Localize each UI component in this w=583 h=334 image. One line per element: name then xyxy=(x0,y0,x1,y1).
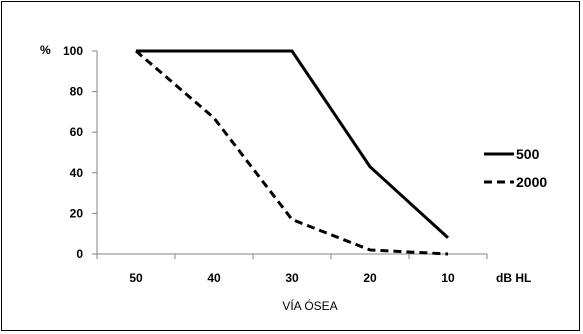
x-unit-label: dB HL xyxy=(496,271,531,285)
y-tick-label: 60 xyxy=(70,125,84,139)
y-unit-label: % xyxy=(40,43,51,57)
legend-label: 500 xyxy=(516,146,540,162)
legend: 500 2000 xyxy=(484,146,547,190)
plot-area xyxy=(135,49,450,256)
x-tick-label: 50 xyxy=(129,271,143,285)
y-tick-label: 100 xyxy=(63,44,83,58)
x-tick-label: 30 xyxy=(285,271,299,285)
x-axis-title: VÍA ÓSEA xyxy=(282,298,337,313)
y-tick-label: 0 xyxy=(76,247,83,261)
y-tick-label: 20 xyxy=(70,206,84,220)
axes: 0 20 40 60 80 100 50 40 30 20 10 xyxy=(63,44,488,285)
x-tick-label: 20 xyxy=(363,271,377,285)
series-line-2000 xyxy=(135,49,449,256)
y-tick-label: 40 xyxy=(70,166,84,180)
series-line-500 xyxy=(136,49,450,239)
x-tick-label: 10 xyxy=(441,271,455,285)
x-tick-label: 40 xyxy=(207,271,221,285)
y-tick-label: 80 xyxy=(70,85,84,99)
legend-label: 2000 xyxy=(516,174,547,190)
